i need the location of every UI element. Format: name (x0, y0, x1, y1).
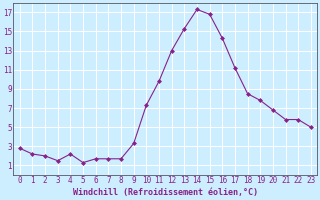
X-axis label: Windchill (Refroidissement éolien,°C): Windchill (Refroidissement éolien,°C) (73, 188, 258, 197)
